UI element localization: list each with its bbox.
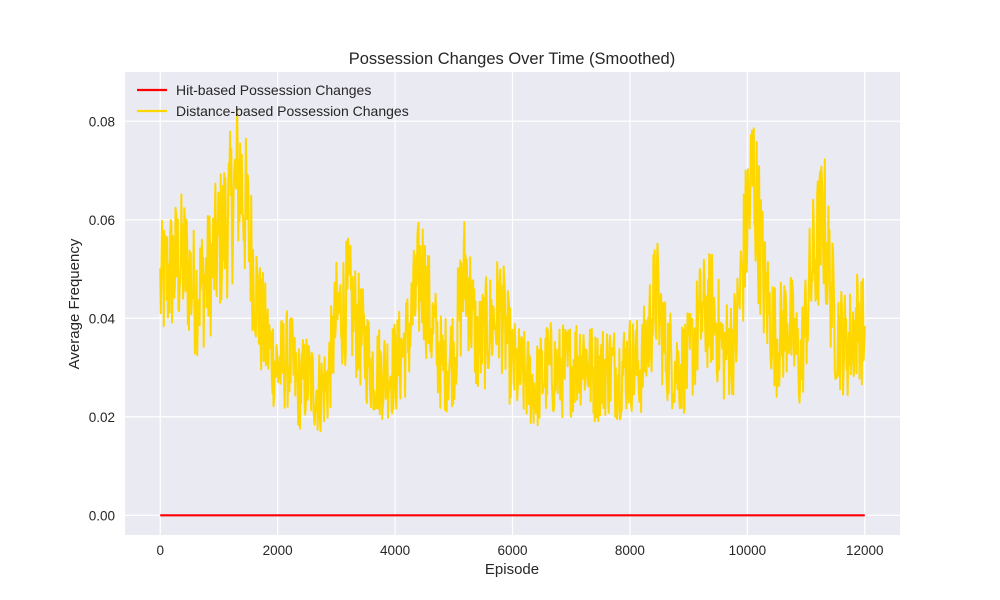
legend-label: Distance-based Possession Changes — [176, 103, 409, 119]
x-tick-label: 8000 — [615, 543, 645, 558]
x-tick-label: 12000 — [846, 543, 884, 558]
x-tick-label: 4000 — [380, 543, 410, 558]
y-tick-label: 0.08 — [89, 114, 115, 129]
y-tick-label: 0.04 — [89, 311, 116, 326]
x-tick-label: 10000 — [729, 543, 767, 558]
y-axis-ticks: 0.00 0.02 0.04 0.06 0.08 — [89, 114, 116, 523]
x-axis-ticks: 0 2000 4000 6000 8000 10000 12000 — [156, 543, 883, 558]
y-tick-label: 0.02 — [89, 410, 115, 425]
legend: Hit-based Possession Changes Distance-bas… — [137, 82, 409, 119]
series-layer — [159, 107, 866, 517]
y-axis-label: Average Frequency — [66, 238, 83, 369]
chart-title: Possession Changes Over Time (Smoothed) — [349, 50, 675, 68]
y-tick-label: 0.06 — [89, 213, 115, 228]
x-axis-label: Episode — [485, 561, 539, 578]
series-line — [159, 107, 866, 433]
legend-label: Hit-based Possession Changes — [176, 82, 371, 98]
y-tick-label: 0.00 — [89, 508, 115, 523]
x-tick-label: 6000 — [497, 543, 527, 558]
x-tick-label: 2000 — [263, 543, 293, 558]
x-tick-label: 0 — [156, 543, 164, 558]
